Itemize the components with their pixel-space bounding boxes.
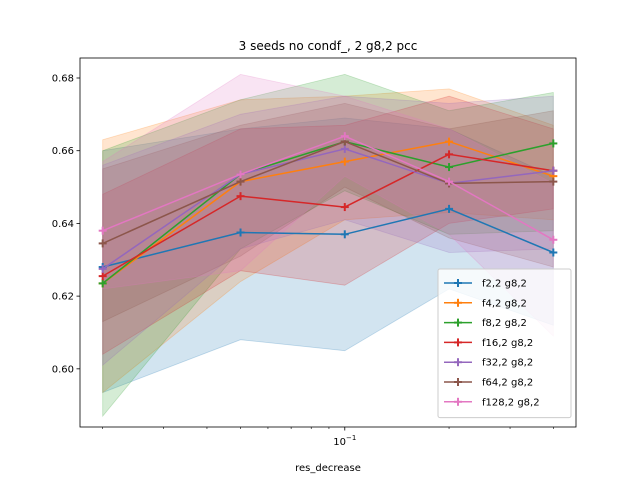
- series-2-point-3: [445, 163, 454, 172]
- series-6-point-4: [549, 235, 558, 244]
- series-5-point-4: [549, 177, 558, 186]
- legend-box: [437, 268, 572, 419]
- series-6-point-1: [236, 170, 245, 179]
- legend-marker-0: [454, 279, 462, 287]
- legend-item-4: f32,2 g8,2: [444, 358, 533, 369]
- series-0-point-2: [340, 230, 349, 239]
- legend-label: f16,2 g8,2: [482, 338, 533, 349]
- series-4-point-2: [340, 144, 349, 153]
- legend-marker-6: [454, 397, 462, 406]
- legend-label: f8,2 g8,2: [482, 318, 527, 329]
- legend-item-5: f64,2 g8,2: [444, 378, 533, 389]
- legend-item-0: f2,2 g8,2: [444, 279, 527, 290]
- legend-marker-3: [454, 338, 462, 347]
- series-4-point-4: [549, 166, 558, 175]
- series-5-point-1: [236, 177, 245, 186]
- legend-label: f4,2 g8,2: [482, 298, 527, 309]
- legend-marker-2: [454, 318, 462, 327]
- series-lines: [98, 132, 558, 288]
- series-3-point-1: [236, 192, 245, 201]
- legend: f2,2 g8,2 f4,2 g8,2 f8,2 g8,2 f16,2 g8,2 f32…: [437, 268, 572, 419]
- legend-marker-1: [454, 298, 462, 307]
- chart-title: 3 seeds no condf_, 2 g8,2 pcc: [239, 39, 418, 53]
- series-2-point-0: [98, 279, 107, 288]
- series-3-point-2: [340, 203, 349, 212]
- series-1-point-3: [445, 137, 454, 146]
- plot-frame: [79, 57, 577, 428]
- series-5-point-0: [98, 239, 107, 248]
- y-tick-label: 0.62: [52, 292, 74, 303]
- legend-label: f128,2 g8,2: [482, 397, 540, 408]
- legend-label: f64,2 g8,2: [482, 378, 533, 389]
- series-2-point-4: [549, 139, 558, 148]
- legend-item-2: f8,2 g8,2: [444, 318, 527, 329]
- series-3-point-0: [98, 272, 107, 281]
- series-1-point-2: [340, 157, 349, 166]
- legend-item-1: f4,2 g8,2: [444, 298, 527, 309]
- legend-label: f32,2 g8,2: [482, 358, 533, 369]
- legend-marker-5: [454, 378, 462, 386]
- y-tick-label: 0.64: [52, 219, 74, 230]
- legend-item-3: f16,2 g8,2: [444, 338, 533, 349]
- y-tick-label: 0.60: [52, 364, 74, 375]
- band-series-3: [102, 95, 554, 356]
- series-6-point-3: [445, 177, 454, 186]
- legend-item-6: f128,2 g8,2: [444, 397, 540, 408]
- series-0-point-1: [236, 228, 245, 237]
- series-6-point-0: [98, 226, 107, 235]
- series-3-point-3: [445, 150, 454, 159]
- series-0-point-3: [445, 204, 454, 213]
- y-tick-label: 0.66: [52, 146, 74, 157]
- series-0-point-4: [549, 248, 558, 257]
- x-axis-label: res_decrease: [295, 463, 361, 474]
- band-series-2: [102, 73, 554, 418]
- y-tick-label: 0.68: [52, 73, 74, 84]
- legend-label: f2,2 g8,2: [482, 279, 527, 290]
- legend-marker-4: [454, 358, 462, 367]
- series-4-point-0: [98, 264, 107, 273]
- series-6-point-2: [340, 132, 349, 141]
